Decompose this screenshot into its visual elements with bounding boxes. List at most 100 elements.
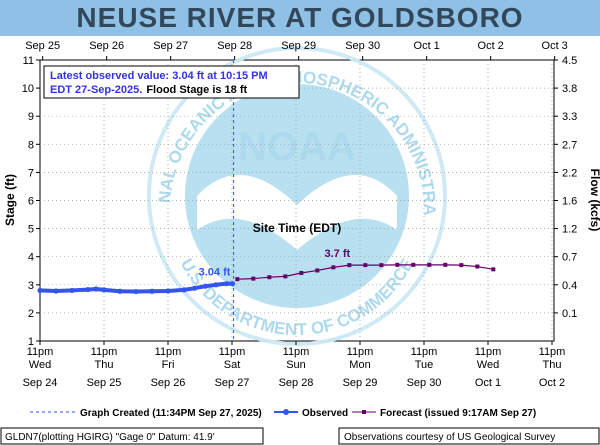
x-tick-date: Sep 26 (151, 377, 186, 389)
x-tick-date: Oct 1 (475, 377, 501, 389)
forecast-point (315, 268, 320, 273)
x-tick-time: 11pm (283, 346, 310, 358)
x-tick-time: 11pm (27, 346, 54, 358)
x-tick-date: Sep 25 (87, 377, 122, 389)
forecast-point (267, 275, 272, 280)
x-tick-day: Thu (95, 359, 114, 371)
y2-tick-label: 4.5 (562, 55, 577, 67)
observed-line (39, 281, 233, 294)
forecast-point (379, 263, 384, 268)
chart-title: NEUSE RIVER AT GOLDSBORO (76, 2, 523, 33)
observed-point (181, 287, 187, 293)
x-axis-label: Site Time (EDT) (253, 221, 341, 235)
x-tick-day: Fri (162, 359, 175, 371)
top-tick-label: Sep 26 (89, 40, 124, 52)
observed-point (165, 288, 171, 294)
legend-observed: Observed (302, 408, 348, 419)
x-tick-day: Wed (29, 359, 51, 371)
y-tick-label: 6 (28, 196, 34, 208)
observed-point (229, 281, 236, 287)
legend-forecast-marker (362, 410, 366, 414)
observed-point (224, 281, 230, 287)
y2-tick-label: 3.3 (562, 111, 577, 123)
x-tick-date: Sep 28 (279, 377, 314, 389)
y-tick-label: 8 (28, 139, 34, 151)
annotation-observed: 3.04 ft (199, 267, 231, 279)
top-tick-label: Sep 25 (25, 40, 60, 52)
y-axis-label: Stage (ft) (3, 174, 17, 226)
forecast-point (283, 274, 288, 279)
forecast-point (491, 267, 496, 272)
x-tick-day: Thu (543, 359, 562, 371)
forecast-point (331, 265, 336, 270)
y-tick-label: 10 (22, 83, 34, 95)
observed-point (133, 288, 139, 295)
legend: Graph Created (11:34PM Sep 27, 2025) Obs… (30, 408, 536, 419)
top-tick-label: Oct 1 (414, 40, 440, 52)
x-tick-day: Tue (415, 359, 434, 371)
info-box (43, 65, 300, 99)
y-tick-label: 7 (28, 167, 34, 179)
grid (40, 60, 554, 341)
observed-point (53, 288, 59, 294)
x-tick-date: Sep 27 (215, 377, 250, 389)
forecast-point (347, 263, 352, 268)
forecast-point (411, 262, 416, 267)
observed-point (192, 285, 198, 291)
x-tick-day: Wed (477, 359, 499, 371)
observed-point (93, 286, 99, 292)
annotations: 3.04 ft 3.7 ft (199, 248, 351, 279)
top-tick-label: Oct 2 (478, 40, 504, 52)
legend-graph-created: Graph Created (11:34PM Sep 27, 2025) (80, 408, 262, 419)
forecast-point (395, 262, 400, 267)
x-tick-date: Sep 24 (23, 377, 58, 389)
x-tick-time: 11pm (219, 346, 246, 358)
annotation-forecast: 3.7 ft (324, 248, 350, 260)
x-tick-time: 11pm (475, 346, 502, 358)
series (37, 262, 496, 295)
info-latest-value: Latest observed value: 3.04 ft at 10:15 … (50, 70, 268, 82)
top-tick-label: Sep 30 (345, 40, 380, 52)
y2-axis-label: Flow (kcfs) (588, 169, 600, 232)
x-tick-day: Sat (224, 359, 241, 371)
forecast-point (459, 263, 464, 268)
watermark-disc (185, 84, 409, 308)
y-tick-label: 4 (28, 252, 34, 264)
top-tick-label: Sep 27 (153, 40, 188, 52)
x-tick-day: Mon (349, 359, 370, 371)
observed-point (117, 288, 123, 294)
header-bar (0, 0, 600, 36)
observed-point (37, 287, 43, 294)
observed-point (69, 287, 75, 294)
x-tick-date: Oct 2 (539, 377, 565, 389)
footer-left-box (0, 427, 264, 445)
x-tick-time: 11pm (539, 346, 566, 358)
y2-tick-label: 2.2 (562, 167, 577, 179)
footer-datum: GLDN7(plotting HGIRG) "Gage 0" Datum: 41… (5, 432, 215, 443)
forecast-point (475, 264, 480, 269)
observed-point (202, 283, 208, 289)
y2-tick-label: 0.1 (562, 308, 577, 320)
y-tick-label: 3 (28, 280, 34, 292)
y2-tick-label: 2.7 (562, 139, 577, 151)
x-tick-time: 11pm (91, 346, 118, 358)
y-tick-label: 2 (28, 308, 34, 320)
y2-tick-label: 3.8 (562, 83, 577, 95)
y-tick-label: 1 (28, 336, 34, 348)
noaa-logo-text: NOAA (238, 125, 356, 169)
observed-point (149, 288, 155, 294)
footer-credit: Observations courtesy of US Geological S… (344, 432, 555, 443)
x-tick-time: 11pm (411, 346, 438, 358)
observed-point (101, 287, 107, 293)
watermark-outer-ring (147, 46, 447, 346)
y2-tick-label: 0.7 (562, 252, 577, 264)
info-date: EDT 27-Sep-2025. (50, 84, 142, 96)
top-tick-label: Sep 29 (281, 40, 316, 52)
forecast-point (251, 276, 256, 281)
legend-forecast: Forecast (issued 9:17AM Sep 27) (380, 408, 536, 419)
forecast-point (443, 262, 448, 267)
x-tick-time: 11pm (347, 346, 374, 358)
y-tick-label: 9 (28, 111, 34, 123)
